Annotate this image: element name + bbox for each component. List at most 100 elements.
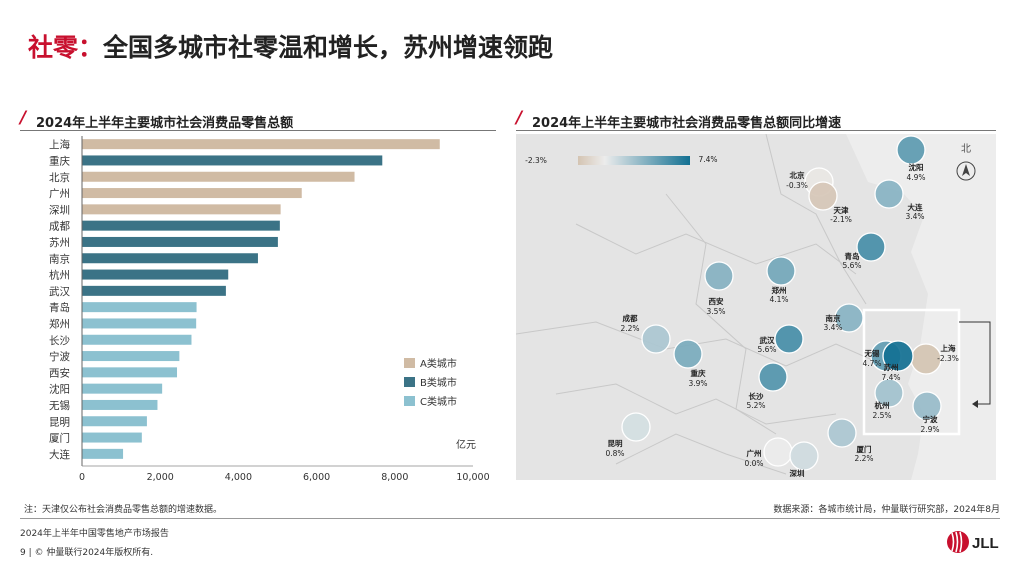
- city-growth-label: 0.0%: [744, 459, 763, 468]
- city-marker: [834, 303, 864, 333]
- legend-label: C类城市: [420, 395, 457, 408]
- city-name-label: 深圳: [790, 468, 805, 478]
- city-growth-label: 4.9%: [906, 173, 925, 182]
- color-scale-min-label: -2.3%: [525, 156, 547, 165]
- city-marker: [882, 340, 914, 372]
- title-main: 全国多城市社零温和增长，苏州增速领跑: [103, 33, 554, 62]
- bar-category-label: 杭州: [49, 269, 70, 282]
- x-tick-label: 10,000: [456, 472, 489, 483]
- city-marker: [621, 412, 651, 442]
- city-name-label: 广州: [747, 448, 762, 458]
- legend-swatch: [404, 358, 415, 368]
- city-growth-label: 3.9%: [688, 379, 707, 388]
- bar-category-label: 重庆: [49, 154, 70, 167]
- retail-sales-bar-chart: 上海重庆北京广州深圳成都苏州南京杭州武汉青岛郑州长沙宁波西安沈阳无锡昆明厦门大连…: [49, 136, 490, 483]
- city-growth-label: 5.6%: [757, 345, 776, 354]
- bar: [82, 188, 302, 199]
- inset-arrow-icon: [972, 400, 978, 408]
- bar: [82, 399, 158, 410]
- city-marker: [912, 391, 942, 421]
- x-tick-label: 6,000: [303, 472, 330, 483]
- city-name-label: 天津: [834, 205, 849, 215]
- bar-category-label: 北京: [49, 171, 70, 184]
- city-name-label: 杭州: [875, 400, 890, 410]
- unit-label: 亿元: [456, 438, 476, 451]
- province-border: [555, 383, 837, 425]
- bar: [82, 318, 197, 329]
- bar-category-label: 昆明: [49, 416, 70, 428]
- city-marker: [758, 362, 788, 392]
- city-marker: [704, 261, 734, 291]
- city-growth-label: -2.3%: [937, 354, 959, 363]
- left-section-title: 2024年上半年主要城市社会消费品零售总额: [36, 116, 294, 131]
- city-marker: [827, 418, 857, 448]
- city-growth-label: 7.4%: [881, 373, 900, 382]
- color-scale-bar: [578, 156, 690, 165]
- jll-logo: JLL: [945, 528, 1009, 562]
- bar-category-label: 南京: [49, 252, 70, 265]
- city-marker: [763, 437, 793, 467]
- bar-category-label: 成都: [49, 221, 70, 233]
- legend-swatch: [404, 396, 415, 406]
- city-marker: [789, 441, 819, 471]
- city-name-label: 无锡: [864, 348, 880, 358]
- city-name-label: 重庆: [691, 368, 706, 378]
- legend-label: B类城市: [420, 376, 457, 389]
- city-growth-label: 3.5%: [706, 307, 725, 316]
- city-growth-label: 4.1%: [769, 295, 788, 304]
- bar: [82, 416, 147, 427]
- bar-category-label: 青岛: [49, 301, 70, 314]
- city-name-label: 成都: [623, 313, 638, 323]
- x-tick-label: 2,000: [147, 472, 174, 483]
- copyright: 9 | © 仲量联行2024年版权所有.: [20, 548, 154, 558]
- x-tick-label: 4,000: [225, 472, 252, 483]
- city-growth-label: 2.2%: [854, 454, 873, 463]
- city-name-label: 宁波: [923, 414, 938, 424]
- page-title: 社零：全国多城市社零温和增长，苏州增速领跑: [28, 28, 553, 64]
- city-growth-label: 3.4%: [905, 212, 924, 221]
- city-name-label: 长沙: [749, 391, 764, 401]
- bar-category-label: 长沙: [49, 335, 70, 347]
- city-marker: [808, 181, 838, 211]
- right-section-rule: [516, 130, 996, 131]
- city-name-label: 苏州: [884, 362, 899, 372]
- bar: [82, 432, 142, 443]
- city-growth-label: 5.6%: [842, 261, 861, 270]
- legend-label: A类城市: [420, 357, 457, 370]
- city-name-label: 青岛: [845, 251, 860, 261]
- city-name-label: 郑州: [772, 285, 787, 295]
- bar: [82, 302, 197, 313]
- city-name-label: 北京: [790, 170, 805, 180]
- bar-category-label: 厦门: [49, 432, 70, 445]
- province-border: [665, 193, 777, 435]
- bar-category-label: 大连: [49, 448, 70, 461]
- north-arrow-icon: [962, 164, 970, 176]
- bar-category-label: 郑州: [49, 317, 70, 330]
- city-name-label: 厦门: [857, 444, 872, 454]
- inset-box: [862, 308, 961, 436]
- city-growth-label: 0.8%: [605, 449, 624, 458]
- bar: [82, 139, 440, 150]
- bar-category-label: 苏州: [49, 236, 70, 249]
- bar-category-label: 沈阳: [49, 383, 70, 396]
- bar-category-label: 宁波: [49, 350, 70, 363]
- province-border: [516, 321, 887, 367]
- city-marker: [673, 339, 703, 369]
- svg-text:JLL: JLL: [972, 535, 999, 552]
- bar-category-label: 上海: [49, 138, 70, 151]
- bar-category-label: 武汉: [49, 285, 70, 298]
- bar: [82, 236, 278, 247]
- city-growth-label: 2.2%: [620, 324, 639, 333]
- north-label: 北: [961, 143, 971, 155]
- city-name-label: 上海: [941, 343, 956, 353]
- bar-category-label: 无锡: [49, 399, 70, 412]
- bar: [82, 220, 280, 231]
- bar: [82, 269, 229, 280]
- province-border: [575, 223, 857, 275]
- city-growth-label: 2.5%: [872, 411, 891, 420]
- city-marker: [641, 324, 671, 354]
- bar: [82, 171, 355, 182]
- inset-connector: [959, 321, 991, 405]
- bar: [82, 383, 163, 394]
- city-marker: [874, 378, 904, 408]
